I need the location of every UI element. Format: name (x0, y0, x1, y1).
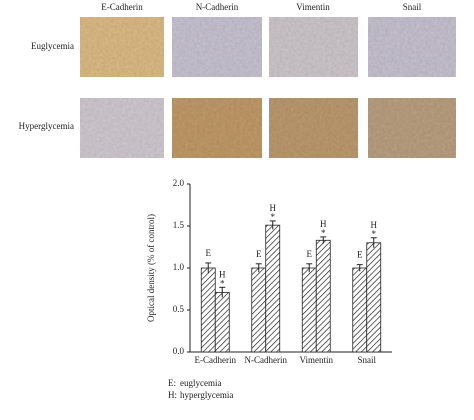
bar (315, 239, 331, 353)
bar-marker-label: H (371, 220, 378, 230)
micrograph (269, 17, 358, 77)
micrograph (172, 98, 262, 158)
y-tick-label: 0.0 (173, 346, 185, 356)
legend-label: euglycemia (180, 378, 221, 388)
x-tick-label: E-Cadherin (195, 355, 237, 365)
row-label: Hyperglycemia (19, 121, 74, 131)
y-tick-label: 1.0 (173, 262, 185, 272)
x-tick-label: Snail (357, 355, 376, 365)
row-label: Euglycemia (31, 41, 74, 51)
legend-key: H: (168, 390, 177, 400)
significance-mark: * (271, 212, 276, 222)
legend-label: hyperglycemia (180, 390, 233, 400)
micrograph (368, 98, 456, 158)
column-label: Vimentin (296, 2, 330, 12)
significance-mark: * (321, 228, 326, 238)
bar (352, 267, 368, 353)
micrographs: E-Cadherin N-Cadherin Vimentin Snail Eug… (19, 2, 456, 158)
bar (265, 224, 281, 353)
y-axis-label: Optical density (% of control) (146, 214, 156, 322)
micrograph (80, 17, 164, 77)
bar-marker-label: H (320, 219, 327, 229)
column-label: E-Cadherin (101, 2, 143, 12)
bar (301, 267, 317, 353)
bar-marker-label: E (357, 250, 363, 260)
bar-marker-label: H (270, 203, 277, 213)
legend-key: E: (168, 378, 176, 388)
significance-mark: * (220, 278, 225, 288)
bar-marker-label: E (206, 248, 212, 258)
significance-mark: * (372, 229, 377, 239)
bar-marker-label: E (256, 249, 262, 259)
y-tick-label: 2.0 (173, 178, 185, 188)
bar (251, 267, 267, 353)
bar-marker-label: E (307, 249, 313, 259)
column-label: Snail (403, 2, 422, 12)
micrograph (269, 98, 358, 158)
bar-chart: Optical density (% of control) 0.0 0.5 1.0… (146, 178, 392, 400)
bar-marker-label: H (219, 269, 226, 279)
bar (200, 267, 216, 353)
y-tick-label: 0.5 (173, 304, 185, 314)
y-tick-label: 1.5 (173, 220, 185, 230)
micrograph (368, 17, 456, 77)
x-tick-label: Vimentin (300, 355, 334, 365)
x-tick-label: N-Cadherin (245, 355, 288, 365)
column-label: N-Cadherin (196, 2, 239, 12)
bar (214, 291, 230, 353)
micrograph (80, 98, 164, 158)
micrograph (172, 17, 262, 77)
bar (366, 242, 382, 353)
